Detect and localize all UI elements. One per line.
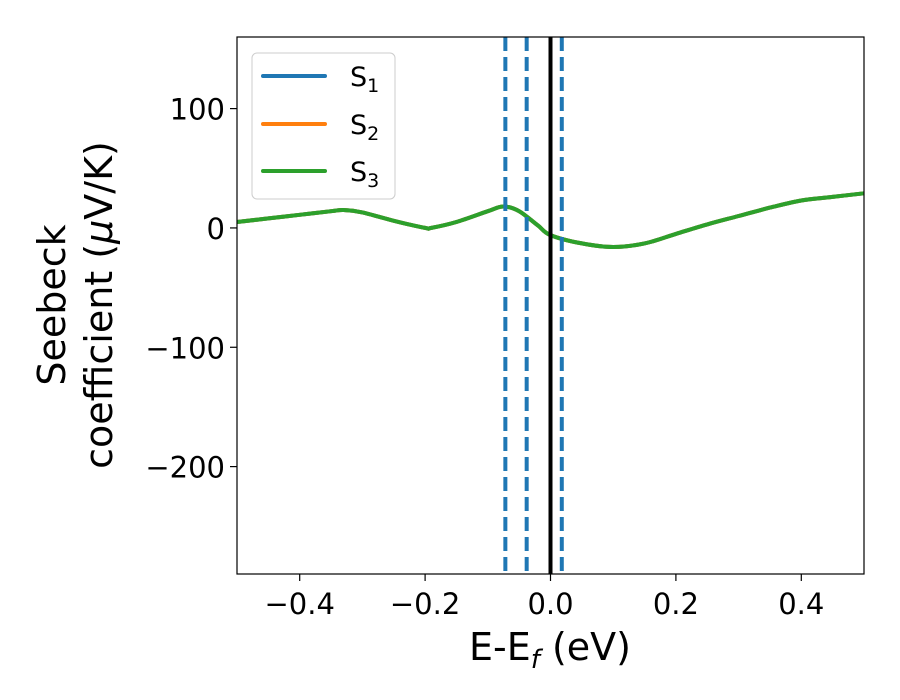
x-axis-ticks: −0.4 −0.2 0.0 0.2 0.4	[264, 574, 824, 621]
x-tick-label: 0.4	[778, 587, 824, 621]
legend-item-s3: S3	[261, 157, 379, 192]
svg-text:S3: S3	[350, 157, 379, 192]
plot-lines	[236, 191, 865, 249]
x-axis-title-base: E-E	[469, 625, 531, 669]
x-tick-label: −0.2	[390, 587, 460, 621]
x-axis-title: E-Ef (eV)	[469, 625, 631, 675]
x-tick-label: −0.4	[264, 587, 334, 621]
y-axis-title-post: V/K)	[77, 141, 121, 220]
legend-sub-s3: 3	[367, 170, 379, 192]
x-tick-label: 0.0	[527, 587, 573, 621]
y-tick-label: 100	[170, 93, 225, 127]
legend-label-s3: S	[350, 157, 367, 188]
y-axis-title-line1: Seebeck	[30, 224, 74, 385]
svg-text:S1: S1	[350, 62, 379, 97]
legend-item-s1: S1	[261, 62, 379, 97]
legend-label-s2: S	[350, 110, 367, 141]
legend-sub-s1: 1	[367, 75, 379, 97]
legend-label-s1: S	[350, 62, 367, 93]
y-axis-title-pre: coefficient (	[77, 244, 121, 469]
y-tick-label: −100	[145, 331, 225, 365]
x-tick-label: 0.2	[653, 587, 699, 621]
reference-lines	[503, 37, 564, 574]
series-line-s3	[236, 191, 865, 249]
y-tick-label: −200	[145, 451, 225, 485]
y-axis-ticks: 100 0 −100 −200	[145, 93, 237, 485]
legend: S1 S2 S3	[251, 52, 396, 200]
y-axis-title-mu: μ	[77, 220, 121, 245]
x-axis-title-rest: (eV)	[540, 625, 631, 669]
legend-item-s2: S2	[261, 110, 379, 145]
y-axis-title-line2: coefficient (μV/K)	[77, 141, 121, 469]
y-tick-label: 0	[207, 212, 225, 246]
svg-text:S2: S2	[350, 110, 379, 145]
legend-sub-s2: 2	[367, 123, 379, 145]
